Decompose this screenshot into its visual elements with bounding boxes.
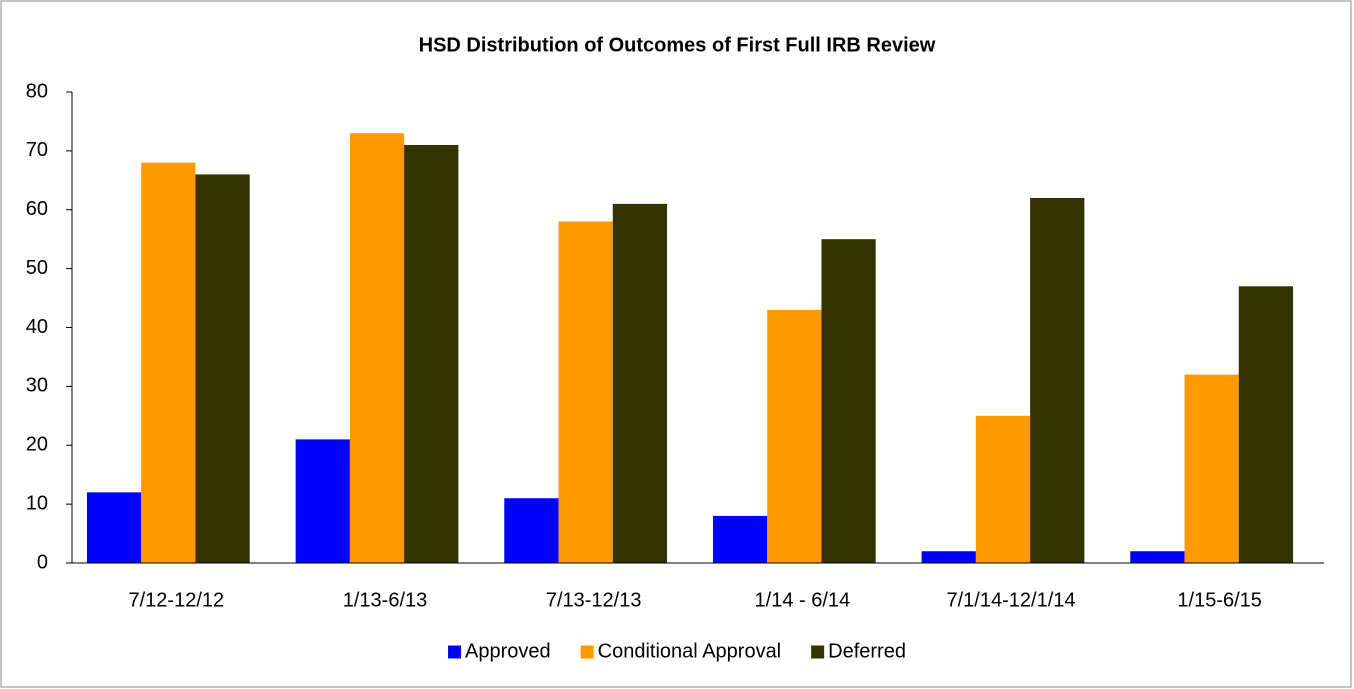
x-tick-label: 7/1/14-12/1/14 [947,589,1076,611]
bar [349,133,405,563]
bar [558,221,613,563]
bar [1030,197,1085,563]
legend-swatch [580,645,594,659]
y-tick-label: 60 [26,198,48,220]
bar [86,492,142,563]
y-tick-label: 80 [26,80,48,102]
legend-label: Deferred [828,640,906,662]
y-tick-label: 50 [26,257,48,279]
bar [195,174,250,564]
bar [141,162,196,563]
y-tick-label: 40 [26,316,48,338]
bar [1130,551,1185,563]
chart-title: HSD Distribution of Outcomes of First Fu… [419,34,936,56]
bar [612,203,668,564]
legend-swatch [448,645,462,659]
y-tick-label: 20 [26,434,48,456]
x-tick-label: 1/15-6/15 [1177,589,1262,611]
y-tick-label: 0 [37,551,48,573]
bar [767,309,822,563]
y-tick-label: 70 [26,139,48,161]
bar [975,415,1031,563]
x-tick-label: 7/12-12/12 [129,589,225,611]
bar [1238,286,1294,563]
bar [1184,374,1239,563]
bar [712,515,768,563]
bar [504,498,559,563]
y-tick-label: 10 [26,492,48,514]
legend-label: Approved [465,640,551,662]
legend-label: Conditional Approval [598,640,781,662]
y-tick-label: 30 [26,375,48,397]
legend-swatch [811,645,825,659]
bar [404,144,459,564]
x-tick-label: 1/13-6/13 [343,589,428,611]
bar [921,551,976,563]
x-tick-label: 7/13-12/13 [546,589,642,611]
bar [821,239,876,563]
bar [295,439,350,563]
x-tick-label: 1/14 - 6/14 [755,589,851,611]
